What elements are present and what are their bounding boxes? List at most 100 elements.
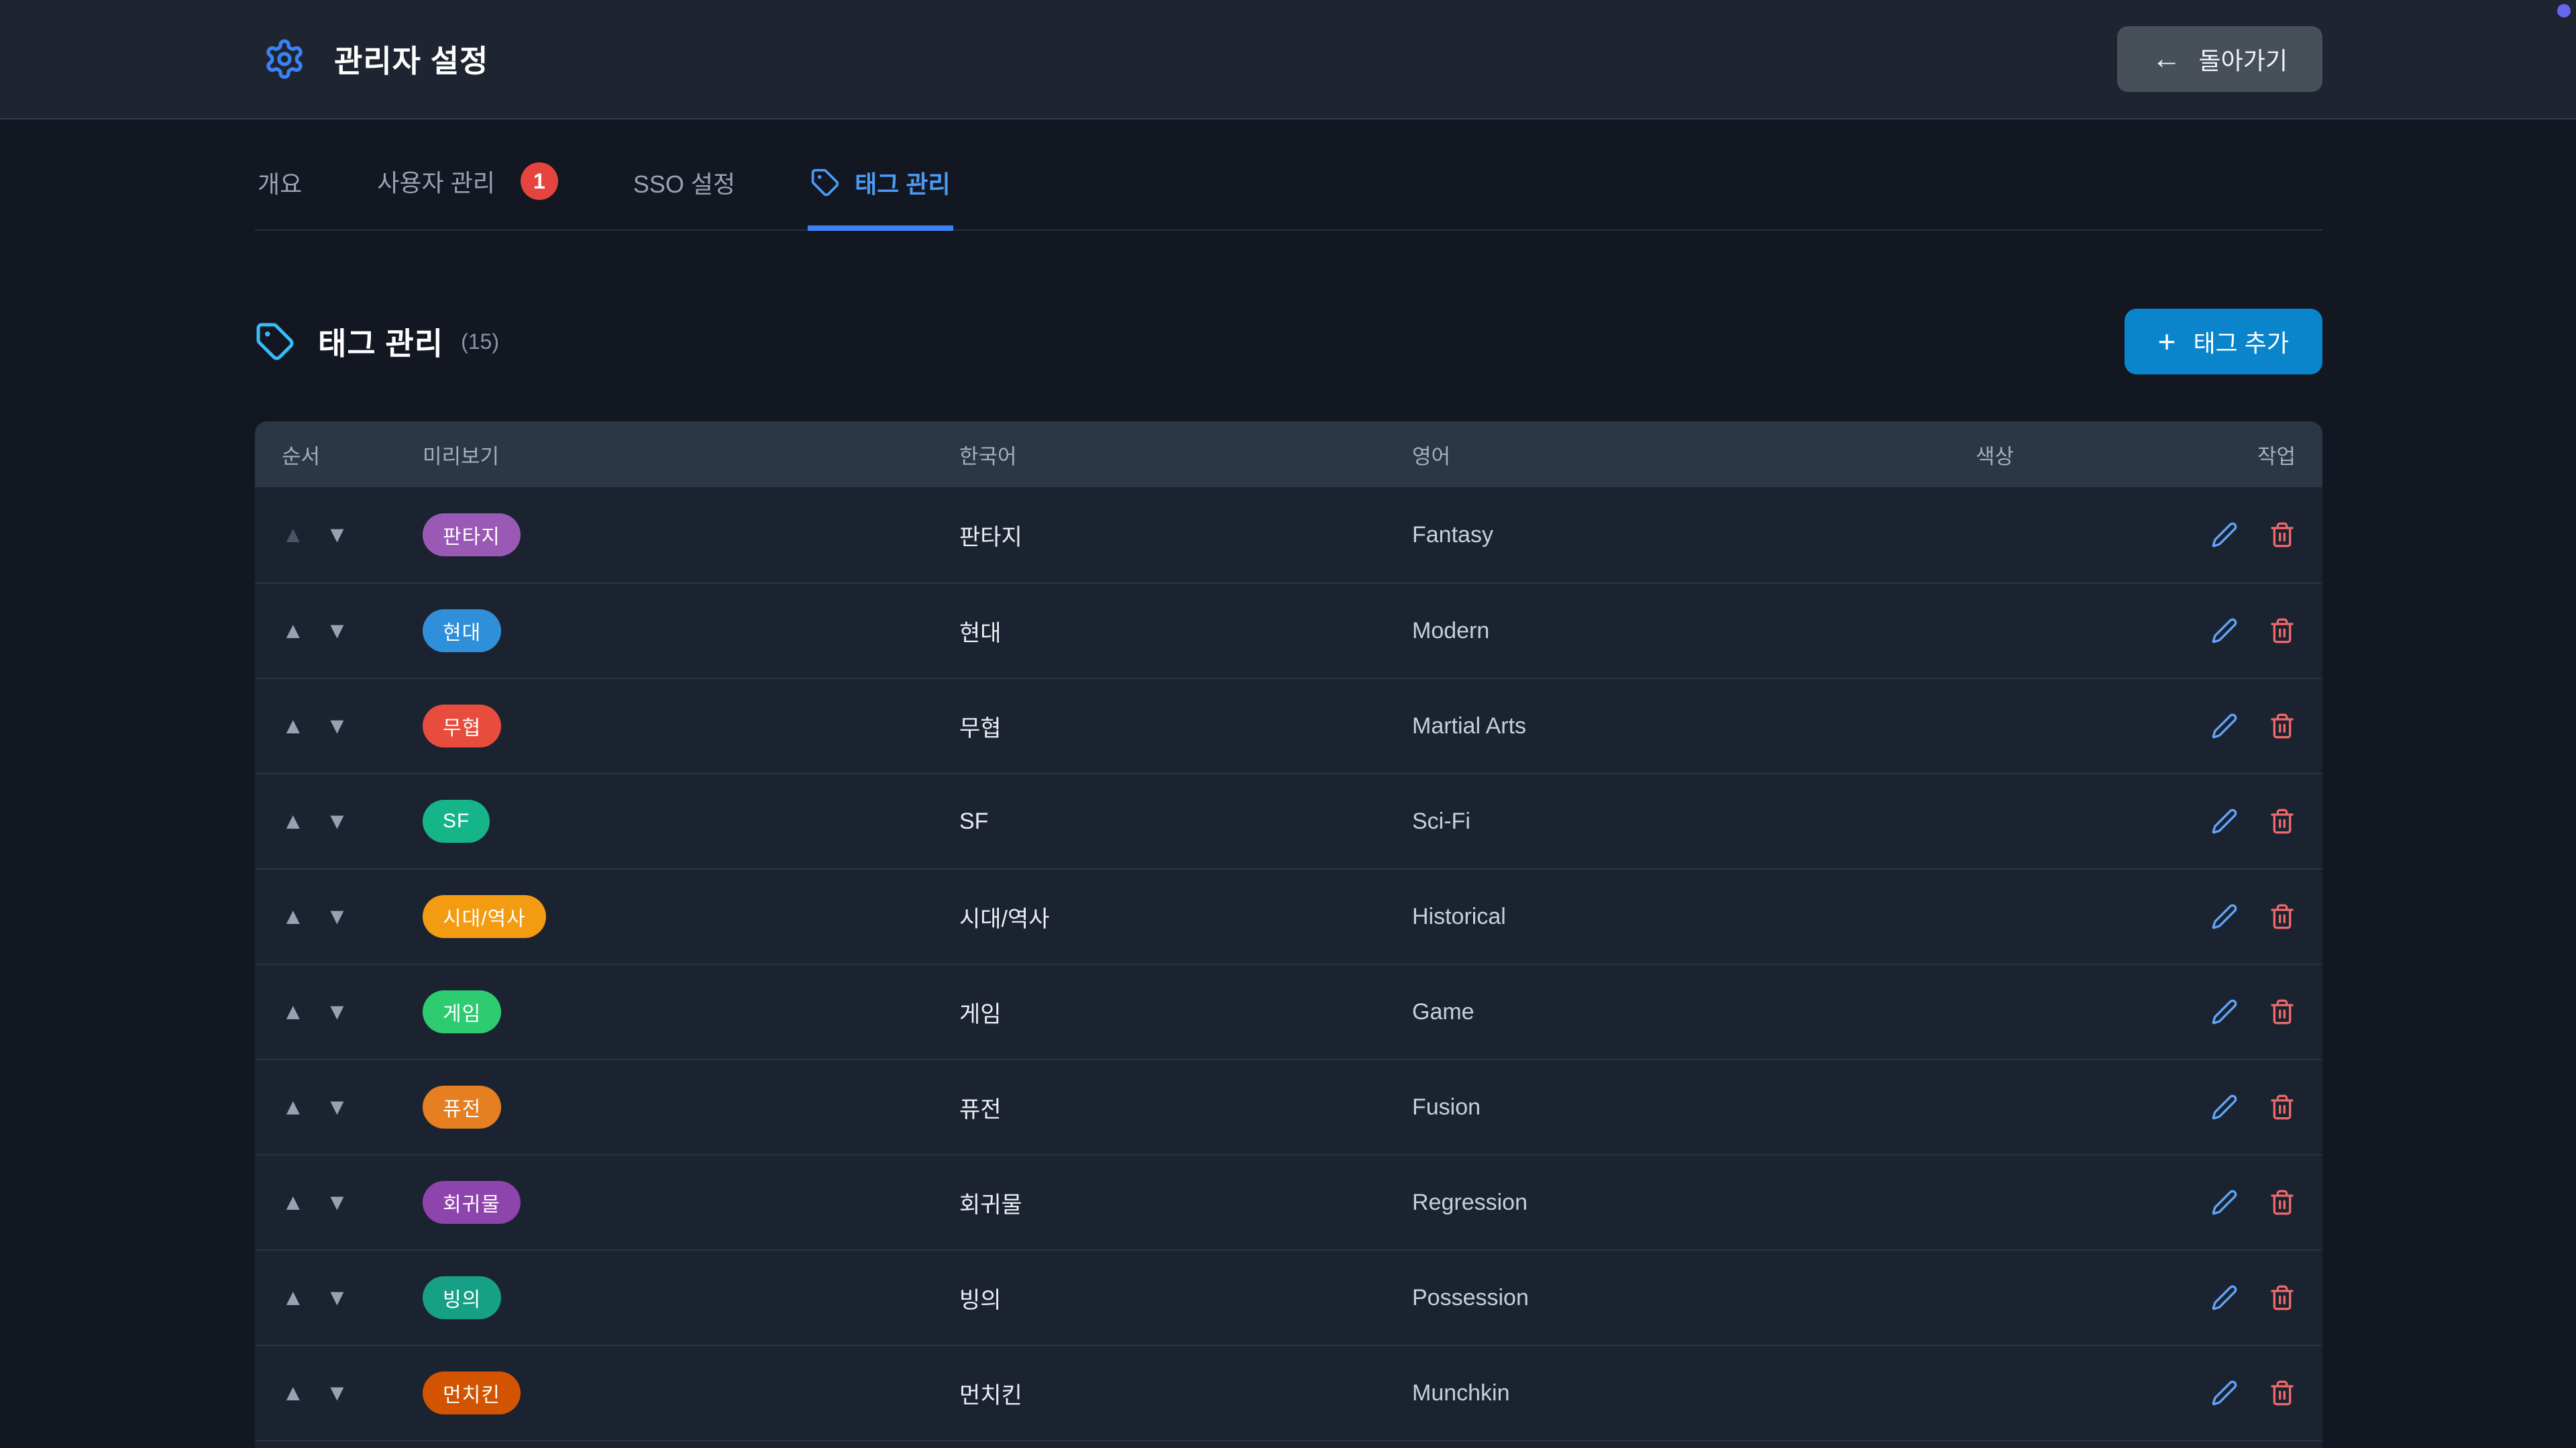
tag-preview-chip: 회귀물 bbox=[423, 1181, 521, 1224]
move-up-button[interactable]: ▲ bbox=[282, 1285, 305, 1310]
tab-overview[interactable]: 개요 bbox=[255, 156, 305, 231]
delete-button[interactable] bbox=[2269, 1189, 2296, 1216]
table-header-row: 순서 미리보기 한국어 영어 색상 작업 bbox=[255, 421, 2322, 487]
actions-cell bbox=[2211, 808, 2296, 835]
english-name: Fantasy bbox=[1412, 521, 1493, 548]
table-row: ▲ ▼ 퓨전 퓨전 Fusion bbox=[255, 1059, 2322, 1154]
tab-tag-management[interactable]: 태그 관리 bbox=[808, 156, 953, 231]
partial-next-row bbox=[255, 1440, 2322, 1448]
delete-button[interactable] bbox=[2269, 903, 2296, 930]
order-cell: ▲ ▼ bbox=[282, 1096, 423, 1119]
move-up-button[interactable]: ▲ bbox=[282, 999, 305, 1025]
back-button[interactable]: ← 돌아가기 bbox=[2116, 26, 2322, 92]
move-up-button[interactable]: ▲ bbox=[282, 1190, 305, 1215]
preview-cell: 시대/역사 bbox=[423, 895, 959, 938]
edit-button[interactable] bbox=[2211, 1380, 2238, 1406]
move-down-button[interactable]: ▼ bbox=[325, 1285, 349, 1310]
col-preview: 미리보기 bbox=[423, 444, 500, 468]
col-color: 색상 bbox=[1976, 444, 2015, 468]
edit-button[interactable] bbox=[2211, 521, 2238, 548]
tab-user-management-label: 사용자 관리 bbox=[377, 169, 495, 197]
tab-bar: 개요 사용자 관리 1 SSO 설정 태그 관리 bbox=[255, 153, 2322, 231]
delete-button[interactable] bbox=[2269, 1380, 2296, 1406]
delete-button[interactable] bbox=[2269, 713, 2296, 739]
add-tag-label: 태그 추가 bbox=[2193, 329, 2289, 357]
tag-icon bbox=[256, 323, 294, 360]
edit-button[interactable] bbox=[2211, 1284, 2238, 1311]
order-cell: ▲ ▼ bbox=[282, 905, 423, 928]
pencil-icon bbox=[2212, 1094, 2237, 1120]
edit-button[interactable] bbox=[2211, 903, 2238, 930]
trash-icon bbox=[2271, 618, 2294, 643]
move-up-button[interactable]: ▲ bbox=[282, 1380, 305, 1406]
move-up-button[interactable]: ▲ bbox=[282, 618, 305, 643]
move-down-button[interactable]: ▼ bbox=[325, 713, 349, 739]
tag-preview-chip: 먼치킨 bbox=[423, 1372, 521, 1414]
order-cell: ▲ ▼ bbox=[282, 523, 423, 546]
move-up-button[interactable]: ▲ bbox=[282, 809, 305, 834]
section-title: 태그 관리 bbox=[318, 326, 444, 361]
edit-button[interactable] bbox=[2211, 1094, 2238, 1121]
order-cell: ▲ ▼ bbox=[282, 619, 423, 642]
move-up-button[interactable]: ▲ bbox=[282, 1094, 305, 1120]
delete-button[interactable] bbox=[2269, 808, 2296, 835]
order-cell: ▲ ▼ bbox=[282, 1000, 423, 1023]
delete-button[interactable] bbox=[2269, 1284, 2296, 1311]
move-up-button[interactable]: ▲ bbox=[282, 713, 305, 739]
move-down-button[interactable]: ▼ bbox=[325, 999, 349, 1025]
plus-icon: + bbox=[2157, 324, 2176, 359]
delete-button[interactable] bbox=[2269, 521, 2296, 548]
preview-cell: 퓨전 bbox=[423, 1086, 959, 1129]
move-down-button[interactable]: ▼ bbox=[325, 1380, 349, 1406]
tag-preview-chip: 퓨전 bbox=[423, 1086, 502, 1129]
tag-preview-chip: SF bbox=[423, 800, 490, 843]
trash-icon bbox=[2271, 1285, 2294, 1310]
move-down-button[interactable]: ▼ bbox=[325, 522, 349, 548]
korean-name: SF bbox=[959, 808, 989, 834]
col-korean: 한국어 bbox=[959, 444, 1017, 468]
english-name: Possession bbox=[1412, 1284, 1529, 1310]
actions-cell bbox=[2211, 1284, 2296, 1311]
notification-badge: 1 bbox=[520, 162, 558, 200]
edit-button[interactable] bbox=[2211, 808, 2238, 835]
main-content: 개요 사용자 관리 1 SSO 설정 태그 관리 태그 관리 (15) + 태그… bbox=[0, 153, 2576, 1448]
actions-cell bbox=[2211, 1094, 2296, 1121]
pencil-icon bbox=[2212, 713, 2237, 739]
tag-table: 순서 미리보기 한국어 영어 색상 작업 ▲ ▼ 판타지 판타지 Fantasy bbox=[255, 421, 2322, 1448]
tag-icon bbox=[811, 168, 839, 197]
english-name: Historical bbox=[1412, 903, 1506, 929]
move-down-button[interactable]: ▼ bbox=[325, 1094, 349, 1120]
move-down-button[interactable]: ▼ bbox=[325, 904, 349, 929]
english-name: Martial Arts bbox=[1412, 713, 1527, 739]
edit-button[interactable] bbox=[2211, 998, 2238, 1025]
trash-icon bbox=[2271, 713, 2294, 739]
delete-button[interactable] bbox=[2269, 617, 2296, 644]
korean-name: 시대/역사 bbox=[959, 906, 1050, 932]
table-row: ▲ ▼ 시대/역사 시대/역사 Historical bbox=[255, 868, 2322, 964]
tag-count: (15) bbox=[461, 329, 499, 354]
move-up-button[interactable]: ▲ bbox=[282, 904, 305, 929]
edit-button[interactable] bbox=[2211, 713, 2238, 739]
korean-name: 먼치킨 bbox=[959, 1382, 1022, 1408]
move-up-button[interactable]: ▲ bbox=[282, 522, 305, 548]
move-down-button[interactable]: ▼ bbox=[325, 618, 349, 643]
tab-user-management[interactable]: 사용자 관리 1 bbox=[374, 153, 561, 231]
pencil-icon bbox=[2212, 618, 2237, 643]
edit-button[interactable] bbox=[2211, 1189, 2238, 1216]
table-row: ▲ ▼ 빙의 빙의 Possession bbox=[255, 1249, 2322, 1345]
back-button-label: 돌아가기 bbox=[2198, 47, 2288, 74]
tag-preview-chip: 현대 bbox=[423, 609, 502, 652]
add-tag-button[interactable]: + 태그 추가 bbox=[2124, 309, 2322, 374]
trash-icon bbox=[2271, 904, 2294, 929]
korean-name: 회귀물 bbox=[959, 1192, 1022, 1218]
move-down-button[interactable]: ▼ bbox=[325, 1190, 349, 1215]
pencil-icon bbox=[2212, 809, 2237, 834]
move-down-button[interactable]: ▼ bbox=[325, 809, 349, 834]
table-row: ▲ ▼ 회귀물 회귀물 Regression bbox=[255, 1154, 2322, 1249]
tab-sso-settings[interactable]: SSO 설정 bbox=[631, 156, 738, 231]
delete-button[interactable] bbox=[2269, 1094, 2296, 1121]
pencil-icon bbox=[2212, 999, 2237, 1025]
delete-button[interactable] bbox=[2269, 998, 2296, 1025]
edit-button[interactable] bbox=[2211, 617, 2238, 644]
preview-cell: 현대 bbox=[423, 609, 959, 652]
